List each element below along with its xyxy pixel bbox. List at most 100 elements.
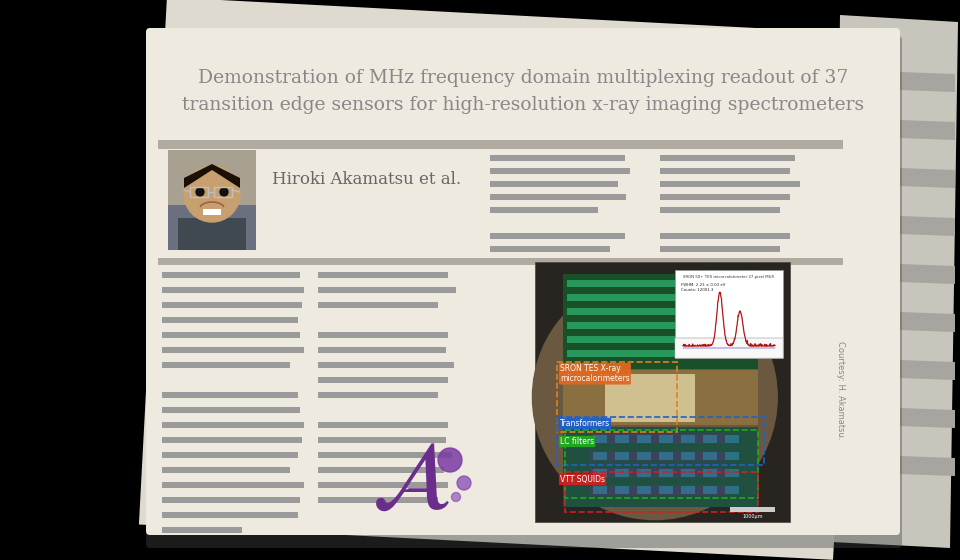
Bar <box>725 486 739 494</box>
Bar <box>557 417 764 465</box>
Text: LC filters: LC filters <box>560 437 594 446</box>
Bar <box>703 452 717 460</box>
Bar <box>490 155 625 161</box>
Bar <box>563 274 758 369</box>
Bar <box>162 347 304 353</box>
Circle shape <box>196 188 204 196</box>
Polygon shape <box>845 262 955 284</box>
Bar <box>615 486 629 494</box>
Bar <box>703 486 717 494</box>
Bar <box>214 187 232 197</box>
FancyBboxPatch shape <box>146 28 900 535</box>
Bar <box>490 246 610 252</box>
Text: Transformers: Transformers <box>560 419 611 428</box>
Bar <box>490 207 598 213</box>
Bar <box>567 322 754 329</box>
Bar <box>725 435 739 443</box>
Circle shape <box>184 166 240 222</box>
Bar <box>162 467 290 473</box>
Bar <box>675 338 783 358</box>
Bar <box>593 435 607 443</box>
Bar <box>703 469 717 477</box>
Bar <box>162 302 302 308</box>
Polygon shape <box>832 15 958 548</box>
Text: SRON TES X-ray
microcalorimeters: SRON TES X-ray microcalorimeters <box>560 364 630 384</box>
Bar <box>318 482 448 488</box>
Polygon shape <box>845 454 955 476</box>
Bar <box>162 452 298 458</box>
Bar <box>590 451 725 461</box>
Bar <box>318 467 444 473</box>
Bar <box>660 194 790 200</box>
Bar <box>660 155 795 161</box>
Text: Hiroki Akamatsu et al.: Hiroki Akamatsu et al. <box>272 171 461 189</box>
Bar <box>567 308 754 315</box>
Bar <box>567 350 754 357</box>
Polygon shape <box>845 70 955 92</box>
Bar <box>675 270 783 358</box>
Text: FWHM: 2.23 ± 0.03 eV
Counts: 12001.3: FWHM: 2.23 ± 0.03 eV Counts: 12001.3 <box>681 283 726 292</box>
FancyBboxPatch shape <box>146 36 902 548</box>
Bar <box>557 362 677 432</box>
Circle shape <box>220 188 228 196</box>
Polygon shape <box>139 0 861 560</box>
Polygon shape <box>845 310 955 332</box>
Bar <box>660 168 790 174</box>
Bar <box>567 336 754 343</box>
Bar <box>590 468 725 478</box>
Bar <box>660 233 790 239</box>
Bar <box>318 362 454 368</box>
Polygon shape <box>845 118 955 140</box>
Bar <box>162 422 304 428</box>
Bar <box>168 150 256 250</box>
Bar <box>659 486 673 494</box>
Bar <box>660 207 780 213</box>
Bar <box>681 469 695 477</box>
Bar <box>681 452 695 460</box>
Bar <box>318 392 438 398</box>
Text: 1000μm: 1000μm <box>743 514 763 519</box>
Polygon shape <box>845 166 955 188</box>
Bar <box>162 482 304 488</box>
Bar <box>490 168 630 174</box>
Bar <box>637 452 651 460</box>
Bar <box>565 472 758 512</box>
Bar <box>593 469 607 477</box>
Bar <box>318 302 438 308</box>
Bar <box>659 435 673 443</box>
Bar <box>563 427 758 507</box>
Text: $\mathcal{A}$: $\mathcal{A}$ <box>371 435 449 525</box>
Polygon shape <box>845 358 955 380</box>
Bar <box>605 374 695 422</box>
Bar <box>158 258 843 265</box>
Bar <box>162 512 298 518</box>
Bar <box>567 280 754 287</box>
Polygon shape <box>184 164 240 188</box>
Bar <box>318 422 448 428</box>
Bar <box>162 317 298 323</box>
Bar <box>637 486 651 494</box>
Bar <box>318 497 438 503</box>
Bar <box>490 181 618 187</box>
Bar <box>637 469 651 477</box>
Bar <box>318 377 448 383</box>
Bar <box>318 332 448 338</box>
Text: Demonstration of MHz frequency domain multiplexing readout of 37: Demonstration of MHz frequency domain mu… <box>198 69 849 87</box>
Bar <box>318 347 446 353</box>
Bar <box>162 497 300 503</box>
Bar <box>178 218 246 250</box>
Bar <box>318 272 448 278</box>
Bar <box>615 469 629 477</box>
Bar <box>162 332 300 338</box>
Bar <box>563 370 758 425</box>
Bar <box>593 452 607 460</box>
Circle shape <box>533 275 778 520</box>
Bar <box>162 272 300 278</box>
Bar <box>637 435 651 443</box>
Bar <box>318 437 446 443</box>
Bar <box>490 194 626 200</box>
Circle shape <box>438 448 462 472</box>
Circle shape <box>457 476 471 490</box>
Bar <box>593 486 607 494</box>
Bar <box>615 452 629 460</box>
